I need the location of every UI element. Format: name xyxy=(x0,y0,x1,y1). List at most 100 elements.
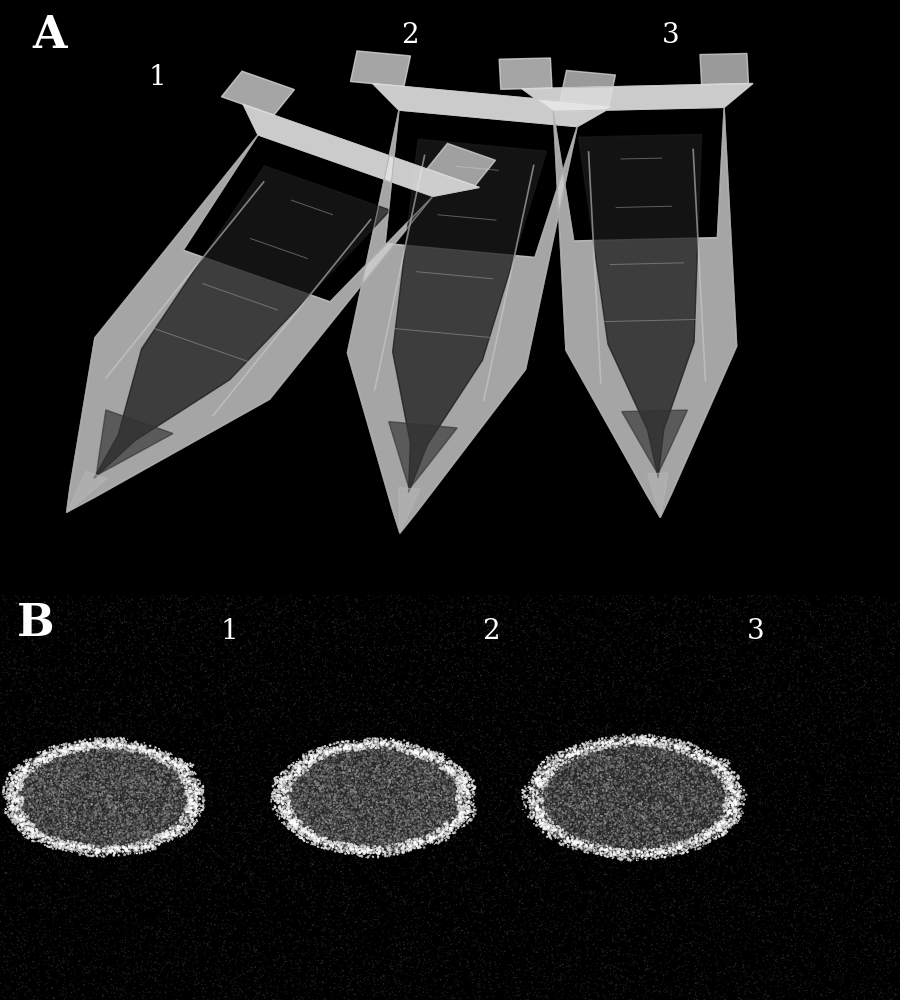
Point xyxy=(617,930,632,946)
Point xyxy=(327,767,341,783)
Point xyxy=(137,646,151,662)
Point xyxy=(279,772,293,788)
Point xyxy=(599,829,614,845)
Point xyxy=(422,789,436,805)
Point xyxy=(689,810,704,826)
Point xyxy=(570,781,584,797)
Point xyxy=(665,754,680,770)
Point xyxy=(624,806,638,822)
Point xyxy=(71,713,86,729)
Point xyxy=(27,794,41,810)
Point xyxy=(454,810,468,826)
Point xyxy=(798,860,813,876)
Point xyxy=(889,687,900,703)
Point xyxy=(292,633,306,649)
Point xyxy=(626,829,641,845)
Point xyxy=(303,749,318,765)
Point xyxy=(576,752,590,768)
Point xyxy=(660,804,674,820)
Point xyxy=(280,814,294,830)
Point xyxy=(694,749,708,765)
Point xyxy=(306,817,320,833)
Point xyxy=(641,677,655,693)
Point xyxy=(273,617,287,633)
Point xyxy=(650,828,664,844)
Point xyxy=(45,836,59,852)
Point xyxy=(107,769,122,785)
Point xyxy=(20,776,34,792)
Point xyxy=(393,749,408,765)
Point xyxy=(219,677,233,693)
Point xyxy=(104,788,119,804)
Point xyxy=(688,849,702,865)
Point xyxy=(518,790,532,806)
Point xyxy=(720,726,734,742)
Point xyxy=(561,590,575,606)
Point xyxy=(577,885,591,901)
Point xyxy=(727,772,742,788)
Point xyxy=(51,835,66,851)
Point xyxy=(43,776,58,792)
Point xyxy=(331,941,346,957)
Point xyxy=(667,830,681,846)
Point xyxy=(362,844,376,860)
Point xyxy=(324,746,338,762)
Point xyxy=(687,804,701,820)
Point xyxy=(381,742,395,758)
Point xyxy=(592,680,607,696)
Point xyxy=(320,829,334,845)
Point xyxy=(715,760,729,776)
Point xyxy=(345,741,359,757)
Point xyxy=(314,743,328,759)
Point xyxy=(447,888,462,904)
Point xyxy=(51,812,66,828)
Point xyxy=(310,613,324,629)
Point xyxy=(483,595,498,611)
Point xyxy=(379,776,393,792)
Point xyxy=(698,762,713,778)
Point xyxy=(22,681,37,697)
Point xyxy=(531,817,545,833)
Point xyxy=(714,904,728,920)
Point xyxy=(757,892,771,908)
Point xyxy=(322,788,337,804)
Point xyxy=(515,883,529,899)
Point xyxy=(486,988,500,1000)
Point xyxy=(454,772,468,788)
Point xyxy=(880,793,895,809)
Point xyxy=(248,874,263,890)
Point xyxy=(627,786,642,802)
Point xyxy=(170,780,184,796)
Point xyxy=(330,829,345,845)
Point xyxy=(31,854,45,870)
Point xyxy=(530,743,544,759)
Point xyxy=(187,767,202,783)
Point xyxy=(392,838,406,854)
Point xyxy=(266,637,280,653)
Point xyxy=(311,780,326,796)
Point xyxy=(716,840,731,856)
Point xyxy=(707,780,722,796)
Point xyxy=(148,778,163,794)
Point xyxy=(803,735,817,751)
Point xyxy=(553,603,567,619)
Point xyxy=(124,753,139,769)
Point xyxy=(122,784,137,800)
Point xyxy=(367,706,382,722)
Point xyxy=(575,738,590,754)
Point xyxy=(605,810,619,826)
Point xyxy=(388,735,402,751)
Point xyxy=(522,856,536,872)
Point xyxy=(805,830,819,846)
Point xyxy=(175,765,189,781)
Point xyxy=(63,799,77,815)
Point xyxy=(669,978,683,994)
Point xyxy=(566,809,580,825)
Point xyxy=(100,760,114,776)
Point xyxy=(420,776,435,792)
Point xyxy=(58,743,72,759)
Point xyxy=(377,751,392,767)
Point xyxy=(344,838,358,854)
Point xyxy=(773,736,788,752)
Point xyxy=(428,719,442,735)
